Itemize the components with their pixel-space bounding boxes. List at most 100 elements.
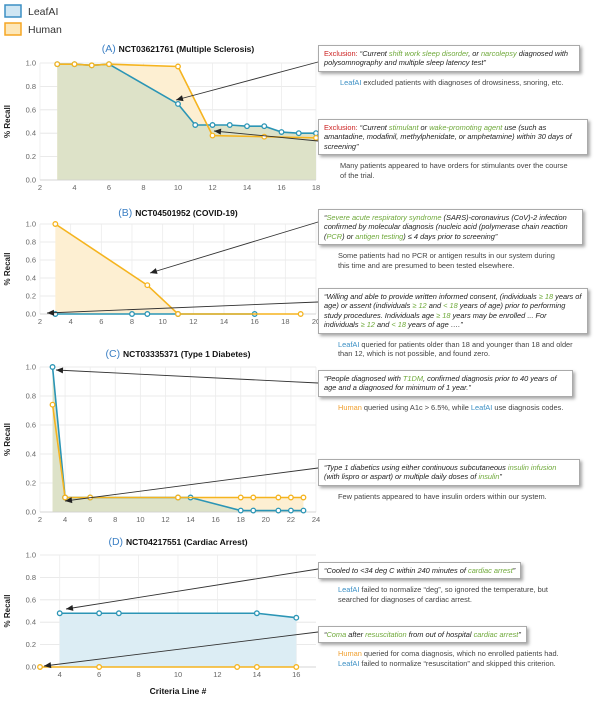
note-text: Many patients appeared to have orders fo… (340, 161, 568, 180)
x-tick-label: 6 (88, 515, 92, 524)
chart-1: 0.0 0.2 0.4 0.6 0.8 1.0 2 4 6 8 10 12 14 16 18 % Recall… (3, 43, 320, 192)
note-text: Few patients appeared to have insulin or… (338, 491, 547, 501)
annotation-d1: “Cooled to <34 deg C within 240 minutes … (318, 562, 573, 604)
quote-text: “Type 1 diabetics using either continuou… (324, 463, 508, 472)
x-tick-label: 14 (243, 183, 251, 192)
annotation-arrow-line (55, 369, 319, 384)
trial-title: NCT03621761 (Multiple Sclerosis) (119, 44, 255, 54)
y-tick-label: 0.2 (26, 479, 36, 488)
leafai-point (244, 123, 250, 130)
y-tick-label: 1.0 (26, 220, 36, 229)
annotation-d2-quote: “Coma after resuscitation from out of ho… (318, 626, 527, 644)
x-tick-label: 4 (63, 515, 67, 524)
x-tick-label: 6 (99, 317, 103, 326)
highlight-term: Coma (326, 630, 347, 639)
chart-4: 0.0 0.2 0.4 0.6 0.8 1.0 4 6 8 10 12 14 16 % Recall (D)… (3, 536, 316, 696)
annotation-a2-quote: Exclusion: “Current stimulant or wake-pr… (318, 119, 588, 156)
annotation-arrow-line (149, 221, 319, 274)
highlight-term: < 18 (443, 301, 458, 311)
x-tick-label: 20 (312, 317, 320, 326)
x-tick-label: 8 (141, 183, 145, 192)
charts: 0.00.20.40.60.81.02 4 6 8 10 12 14 16 18% Recall… (3, 43, 320, 696)
annotation-d1-note: LeafAI failed to normalize “deg”, so ign… (338, 585, 553, 604)
annotation-a1: Exclusion: “Current shift work sleep dis… (318, 45, 580, 87)
y-tick-label: 1.0 (26, 551, 36, 560)
leafai-point (261, 123, 268, 130)
quote-text: “ (324, 213, 327, 222)
y-tick-label: 0.8 (26, 82, 36, 91)
x-tick-label: 24 (312, 515, 320, 524)
quote-text: years may be enrolled ... For individual… (324, 310, 547, 330)
overlap-area (57, 64, 316, 180)
annotation-arrow-line (175, 61, 319, 101)
quote-text: “Current (359, 123, 389, 132)
annotation-d2: “Coma after resuscitation from out of ho… (318, 626, 580, 668)
leafai-point (278, 129, 285, 135)
leafai-label: LeafAI (338, 339, 360, 349)
highlight-term: wake-promoting agent (429, 123, 503, 132)
y-tick-label: 0.8 (26, 573, 36, 582)
y-tick-label: 0.4 (26, 274, 36, 283)
leafai-label: LeafAI (338, 585, 360, 595)
x-tick-label: 6 (107, 183, 111, 192)
human-point (250, 494, 257, 501)
quote-text: “Willing and able to provide written inf… (324, 292, 539, 301)
legend: LeafAI Human (4, 4, 62, 36)
x-tick-label: 18 (237, 515, 245, 524)
human-area (55, 224, 301, 314)
y-tick-label: 0.0 (26, 508, 36, 517)
human-point (300, 494, 307, 501)
quote-text: ” (518, 630, 521, 639)
quote-text: or (418, 123, 430, 132)
note-text: queried for patients older than 18 and y… (338, 339, 573, 359)
human-point (253, 664, 260, 670)
panel-letter: (A) (102, 43, 119, 55)
leafai-point (192, 122, 199, 128)
highlight-term: PCR (326, 231, 343, 241)
annotation-arrowhead (176, 95, 184, 102)
x-tick-label: 4 (58, 670, 62, 679)
y-tick-label: 0.4 (26, 450, 36, 459)
human-point (293, 664, 300, 670)
human-point (49, 401, 56, 408)
quote-text: ) ≤ 4 days prior to screening” (403, 231, 498, 241)
highlight-term: < 18 (391, 320, 406, 330)
annotation-arrowhead (47, 309, 55, 316)
chart-title: (C) NCT03335371 (Type 1 Diabetes) (106, 348, 251, 360)
x-tick-label: 4 (72, 183, 76, 192)
trial-title: NCT03335371 (Type 1 Diabetes) (123, 349, 251, 359)
x-tick-label: 6 (97, 670, 101, 679)
annotation-b2: “Willing and able to provide written inf… (318, 288, 588, 359)
leafai-point (253, 610, 260, 617)
quote-text: (SARS)-coronavirus (CoV)-2 infection con… (324, 213, 568, 241)
annotation-c2-quote: “Type 1 diabetics using either continuou… (318, 459, 580, 486)
annotation-a2-note: Many patients appeared to have orders fo… (340, 161, 570, 180)
human-point (106, 61, 112, 68)
x-tick-label: 14 (253, 670, 261, 679)
leafai-point (275, 507, 282, 514)
x-tick-label: 20 (262, 515, 270, 524)
note-text: queried for coma diagnosis, which no enr… (361, 649, 559, 659)
annotation-arrow-line (65, 568, 319, 610)
annotation-arrows (43, 61, 319, 669)
quote-text: ) or (342, 231, 356, 241)
x-axis-label: Criteria Line # (150, 686, 207, 696)
x-tick-label: 4 (69, 317, 73, 326)
leafai-point (226, 122, 233, 128)
x-tick-label: 14 (186, 515, 194, 524)
annotation-a1-quote: Exclusion: “Current shift work sleep dis… (318, 45, 580, 72)
x-tick-label: 2 (38, 515, 42, 524)
annotation-arrowhead (150, 268, 158, 274)
human-point (54, 61, 61, 68)
y-tick-label: 0.0 (26, 310, 36, 319)
x-tick-label: 8 (136, 670, 140, 679)
quote-text: years of age ….” (405, 320, 463, 330)
x-tick-label: 16 (292, 670, 300, 679)
leafai-point (300, 507, 307, 514)
human-point (52, 221, 59, 227)
x-tick-label: 18 (312, 183, 320, 192)
x-tick-label: 16 (211, 515, 219, 524)
x-tick-label: 14 (220, 317, 228, 326)
annotation-c1-quote: “People diagnosed with T1DM, confirmed d… (318, 370, 573, 397)
